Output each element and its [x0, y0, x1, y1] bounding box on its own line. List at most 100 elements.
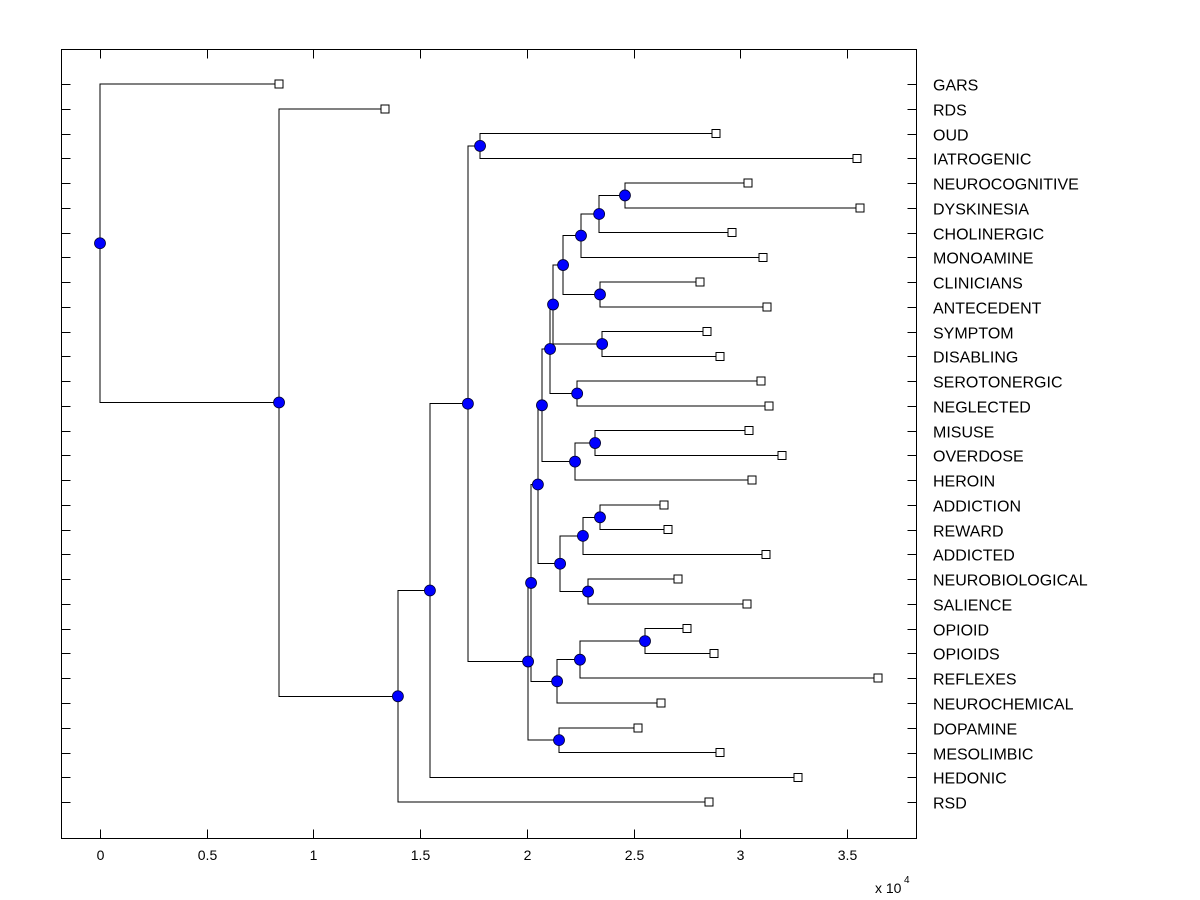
- branch-line: [559, 563, 589, 593]
- branch-line: [587, 591, 748, 605]
- cluster-node: [525, 577, 537, 589]
- cluster-node: [547, 298, 559, 311]
- branch-line: [644, 628, 688, 642]
- branch-line: [598, 213, 733, 234]
- branch-line: [552, 264, 564, 305]
- branch-lines: [99, 83, 879, 803]
- branch-line: [549, 349, 578, 394]
- branch-line: [644, 641, 714, 654]
- x-multiplier-exponent: 4: [904, 875, 910, 886]
- x-tick-label: 2: [524, 847, 532, 863]
- branch-line: [397, 696, 710, 803]
- cluster-node: [639, 635, 651, 647]
- branch-line: [599, 294, 768, 308]
- branch-line: [537, 404, 542, 485]
- leaf-label-reflexes: REFLEXES: [933, 672, 1017, 689]
- branch-line: [574, 442, 596, 462]
- leaf-marker-monoamine: [758, 252, 768, 262]
- leaf-marker-addicted: [761, 549, 771, 559]
- leaf-marker-iatrogenic: [852, 153, 862, 163]
- leaf-label-addicted: ADDICTED: [933, 548, 1015, 565]
- branch-line: [556, 659, 580, 682]
- cluster-node: [557, 259, 569, 271]
- branch-line: [594, 430, 749, 444]
- cluster-node: [536, 399, 548, 412]
- leaf-marker-dopamine: [633, 723, 643, 733]
- branch-line: [278, 108, 386, 403]
- branch-line: [594, 443, 783, 456]
- y-axis-ticks: [61, 84, 917, 803]
- leaf-labels: GARS RDS OUD IATROGENIC NEUROCOGNITIVE DYSKIN…: [933, 78, 1088, 813]
- branch-line: [537, 484, 561, 565]
- branch-line: [601, 343, 720, 357]
- cluster-node: [593, 208, 606, 220]
- branch-line: [599, 504, 665, 518]
- leaf-label-serotonergic: SEROTONERGIC: [933, 375, 1063, 392]
- branch-line: [467, 145, 481, 404]
- x-tick-label: 0.5: [198, 847, 218, 863]
- leaf-marker-dyskinesia: [855, 203, 865, 213]
- leaf-label-cholinergic: CHOLINERGIC: [933, 227, 1044, 244]
- branch-line: [541, 348, 551, 406]
- node-markers: [94, 139, 651, 747]
- leaf-label-reward: REWARD: [933, 524, 1004, 541]
- cluster-node: [424, 584, 436, 597]
- leaf-marker-reflexes: [873, 673, 883, 683]
- cluster-node: [544, 343, 556, 355]
- leaf-label-hedonic: HEDONIC: [933, 771, 1007, 788]
- cluster-node: [575, 229, 587, 242]
- cluster-node: [553, 734, 565, 747]
- leaf-marker-rsd: [704, 797, 714, 807]
- x-multiplier-label: x 10: [875, 880, 902, 896]
- leaf-marker-neglected: [764, 401, 774, 411]
- leaf-label-overdose: OVERDOSE: [933, 449, 1024, 466]
- leaf-label-mesolimbic: MESOLIMBIC: [933, 747, 1033, 764]
- branch-line: [99, 243, 280, 404]
- leaf-marker-neurobiological: [673, 574, 683, 584]
- branch-line: [624, 195, 860, 209]
- leaf-marker-neurocognitive: [743, 178, 753, 188]
- leaf-marker-hedonic: [793, 772, 803, 782]
- branch-line: [429, 403, 468, 591]
- branch-line: [599, 281, 701, 295]
- branch-line: [574, 461, 752, 481]
- cluster-node: [619, 189, 631, 202]
- leaf-marker-cholinergic: [727, 228, 737, 238]
- leaf-label-symptom: SYMPTOM: [933, 326, 1014, 343]
- leaf-marker-heroin: [747, 475, 757, 485]
- x-tick-label: 1.5: [411, 847, 431, 863]
- cluster-node: [474, 139, 486, 152]
- leaf-marker-opioid: [682, 624, 692, 634]
- branch-line: [530, 484, 538, 583]
- leaf-label-dopamine: DOPAMINE: [933, 722, 1017, 739]
- cluster-node: [522, 655, 534, 668]
- cluster-node: [554, 557, 566, 570]
- branch-line: [599, 517, 669, 531]
- cluster-node: [94, 237, 106, 250]
- cluster-node: [571, 387, 584, 400]
- branch-line: [552, 304, 603, 345]
- branch-line: [99, 83, 280, 244]
- branch-line: [579, 640, 646, 660]
- leaf-marker-salience: [742, 599, 752, 609]
- branch-line: [278, 402, 398, 697]
- leaf-marker-misuse: [744, 426, 754, 436]
- branch-line: [598, 194, 625, 214]
- leaf-label-misuse: MISUSE: [933, 425, 994, 442]
- leaf-label-dyskinesia: DYSKINESIA: [933, 202, 1029, 219]
- cluster-node: [569, 455, 581, 468]
- cluster-node: [551, 675, 564, 688]
- leaf-label-heroin: HEROIN: [933, 474, 995, 491]
- branch-line: [558, 727, 638, 741]
- plot-frame: [61, 49, 917, 839]
- leaf-marker-symptom: [702, 327, 712, 337]
- leaf-marker-serotonergic: [756, 376, 766, 386]
- cluster-node: [392, 690, 404, 703]
- cluster-node: [596, 338, 609, 350]
- branch-line: [580, 213, 600, 236]
- branch-line: [530, 582, 558, 682]
- cluster-node: [594, 511, 606, 524]
- branch-line: [580, 235, 764, 258]
- leaf-label-gars: GARS: [933, 78, 978, 95]
- branch-line: [582, 535, 767, 555]
